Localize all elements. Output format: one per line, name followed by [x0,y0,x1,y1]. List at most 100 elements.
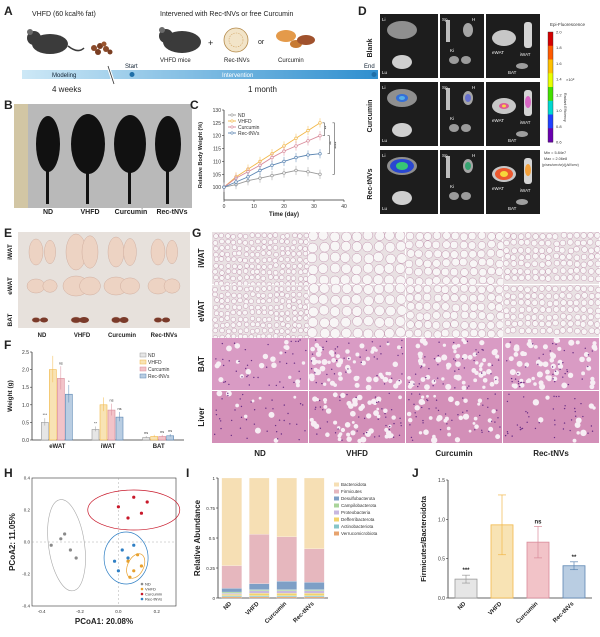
tissue-sample [107,236,125,268]
y-tick-label: -0.2 [22,572,30,577]
panel-label-e: E [4,226,13,240]
nucleus [457,414,459,416]
y-tick-label: 110 [213,159,221,165]
tissue-row-label: iWAT [7,244,14,260]
adipocyte [587,299,595,306]
nucleus [363,433,365,435]
nucleus [278,419,281,421]
fluorescence-spot [465,94,471,102]
lipid-vacuole [216,390,223,397]
nucleus [378,401,380,403]
adipocyte [213,263,219,269]
adipocyte [573,246,580,253]
b-label-nd: ND [42,209,54,216]
nucleus [438,341,440,343]
adipocyte [532,233,539,240]
nucleus [376,358,378,360]
nucleus [569,429,571,432]
y-axis-title: PCoA2: 11.05% [8,513,17,571]
adipocyte [459,294,468,303]
adipocyte [566,232,574,239]
significance-mark: ns [160,430,164,434]
nucleus [415,416,417,418]
lipid-vacuole [473,416,478,421]
adipocyte [546,247,553,254]
adipocyte [460,284,469,293]
data-point [270,163,274,167]
nucleus [408,381,410,384]
adipocyte [559,254,566,261]
lipid-vacuole [396,345,402,350]
lipid-vacuole [392,361,399,368]
adipocyte [273,286,280,292]
adipocyte [213,310,220,316]
nucleus [213,433,216,436]
adipocyte [266,297,272,304]
fluorescence-spot [465,162,471,170]
adipocyte [237,264,243,270]
nucleus [215,413,218,416]
adipocyte [433,330,442,339]
adipocyte [256,298,262,304]
adipocyte [580,314,588,321]
nucleus [298,438,300,441]
adipocyte [237,257,243,263]
adipocyte [510,260,517,267]
tissue-sample [26,278,46,294]
lipid-vacuole [436,414,443,421]
adipocyte [298,310,304,316]
histology-row-label: Liver [197,407,206,426]
legend-swatch [139,359,147,365]
scatter-point-ND [68,548,72,552]
scale-tick-label: 2.0 [556,30,562,35]
lipid-vacuole [550,353,557,360]
organ-label: eWAT [492,118,504,123]
nucleus [433,380,436,382]
x-axis-title: Time (day) [269,212,299,218]
scale-tick-label: 1.4 [556,77,562,82]
adipocyte [307,327,318,338]
lipid-vacuole [526,341,531,347]
adipocyte [433,249,442,258]
adipocyte [244,246,250,252]
adipocyte [395,316,406,327]
nucleus [284,351,287,354]
adipocyte [594,253,600,260]
x-category-label: VHFD [488,601,504,617]
adipocyte [524,293,531,300]
nucleus [331,368,333,371]
nucleus [574,407,576,410]
nucleus [490,420,493,422]
scatter-point-VHFD [128,575,132,579]
adipocyte [352,316,363,327]
nucleus [241,376,243,378]
lipid-vacuole [328,349,335,356]
nucleus [555,343,557,346]
adipocyte [272,258,278,264]
nucleus [346,393,348,396]
adipocyte [260,298,266,304]
nucleus [437,354,439,357]
lipid-vacuole [327,378,331,382]
adipocyte [261,286,267,292]
legend-label: VHFD [238,119,252,125]
nucleus [363,417,366,420]
imaging-block [486,14,540,78]
adipocyte [308,230,319,241]
lipid-vacuole [360,436,367,443]
nucleus [422,419,424,422]
adipocyte [279,269,285,275]
legend-swatch [139,373,147,379]
nucleus [280,433,283,435]
adipocyte [213,252,219,258]
y-tick-label: 1.5 [438,478,445,484]
scale-title: Epi-Fluorescence [550,22,586,27]
adipocyte [279,311,285,317]
adipocyte [503,247,510,254]
adipocyte [511,268,518,275]
adipocyte [587,232,594,239]
nucleus [454,359,457,362]
adipocyte [231,327,237,334]
significance-mark: ns [144,431,148,435]
significance-mark: *** [43,413,48,417]
